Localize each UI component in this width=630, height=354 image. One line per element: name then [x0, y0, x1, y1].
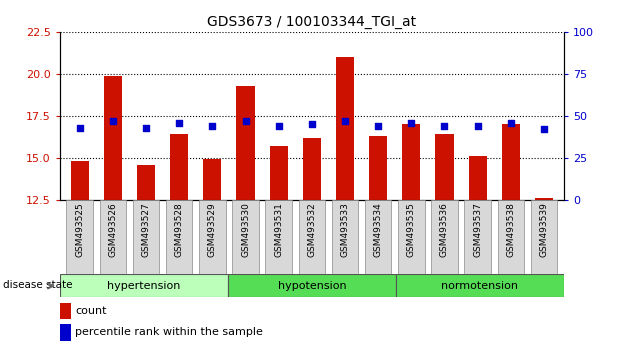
Bar — [535, 198, 553, 200]
Title: GDS3673 / 100103344_TGI_at: GDS3673 / 100103344_TGI_at — [207, 16, 416, 29]
Bar — [60, 274, 228, 297]
Text: GSM493539: GSM493539 — [539, 202, 549, 257]
Point — [440, 123, 450, 129]
Bar — [469, 156, 487, 200]
Point — [207, 123, 217, 129]
Point — [539, 127, 549, 132]
Bar — [435, 135, 454, 200]
Point — [75, 125, 85, 131]
Text: GSM493535: GSM493535 — [407, 202, 416, 257]
Bar — [303, 138, 321, 200]
Bar — [71, 161, 89, 200]
Bar — [270, 146, 288, 200]
FancyBboxPatch shape — [232, 200, 259, 274]
Bar — [336, 57, 354, 200]
Bar — [203, 159, 222, 200]
Bar — [369, 136, 387, 200]
Text: GSM493530: GSM493530 — [241, 202, 250, 257]
FancyBboxPatch shape — [464, 200, 491, 274]
Bar — [170, 135, 188, 200]
FancyBboxPatch shape — [166, 200, 193, 274]
Text: GSM493537: GSM493537 — [473, 202, 482, 257]
Bar — [104, 76, 122, 200]
Bar — [137, 165, 155, 200]
Point — [273, 123, 284, 129]
FancyBboxPatch shape — [265, 200, 292, 274]
Point — [307, 121, 317, 127]
Text: percentile rank within the sample: percentile rank within the sample — [75, 327, 263, 337]
FancyBboxPatch shape — [398, 200, 425, 274]
Bar — [60, 303, 71, 319]
Text: GSM493536: GSM493536 — [440, 202, 449, 257]
Bar — [402, 124, 420, 200]
FancyBboxPatch shape — [299, 200, 325, 274]
Text: normotension: normotension — [442, 281, 518, 291]
FancyBboxPatch shape — [133, 200, 159, 274]
Text: disease state: disease state — [3, 280, 72, 290]
FancyBboxPatch shape — [100, 200, 126, 274]
Text: GSM493527: GSM493527 — [142, 202, 151, 257]
Text: GSM493525: GSM493525 — [75, 202, 84, 257]
FancyBboxPatch shape — [365, 200, 391, 274]
Bar — [228, 274, 396, 297]
Text: hypertension: hypertension — [107, 281, 181, 291]
Text: GSM493529: GSM493529 — [208, 202, 217, 257]
Text: GSM493538: GSM493538 — [507, 202, 515, 257]
Text: count: count — [75, 306, 106, 316]
Point — [141, 125, 151, 131]
Bar — [396, 274, 564, 297]
Bar — [236, 86, 255, 200]
Point — [108, 118, 118, 124]
FancyBboxPatch shape — [332, 200, 358, 274]
Point — [373, 123, 383, 129]
Point — [506, 120, 516, 125]
Text: GSM493528: GSM493528 — [175, 202, 184, 257]
Text: GSM493534: GSM493534 — [374, 202, 382, 257]
Bar — [501, 124, 520, 200]
FancyBboxPatch shape — [67, 200, 93, 274]
Text: GSM493531: GSM493531 — [274, 202, 284, 257]
Bar — [60, 324, 71, 341]
FancyBboxPatch shape — [431, 200, 458, 274]
FancyBboxPatch shape — [498, 200, 524, 274]
Text: GSM493526: GSM493526 — [108, 202, 117, 257]
Text: GSM493532: GSM493532 — [307, 202, 316, 257]
Point — [174, 120, 184, 125]
FancyBboxPatch shape — [530, 200, 557, 274]
Text: GSM493533: GSM493533 — [340, 202, 350, 257]
Point — [472, 123, 483, 129]
Text: hypotension: hypotension — [278, 281, 346, 291]
Point — [340, 118, 350, 124]
FancyBboxPatch shape — [199, 200, 226, 274]
Point — [241, 118, 251, 124]
Point — [406, 120, 416, 125]
